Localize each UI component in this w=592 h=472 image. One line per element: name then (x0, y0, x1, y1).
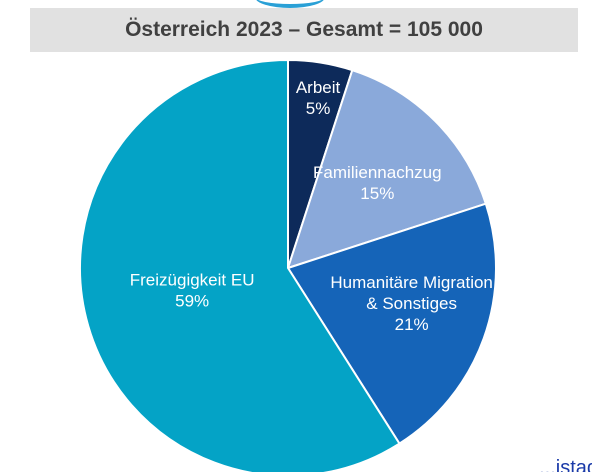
pie-slice-label-3: Humanitäre Migration & Sonstiges 21% (330, 273, 493, 334)
chart-title: Österreich 2023 – Gesamt = 105 000 (125, 18, 483, 41)
title-bar: Österreich 2023 – Gesamt = 105 000 (30, 8, 578, 52)
slice-category-label: & Sonstiges (366, 294, 457, 313)
slice-category-label: Humanitäre Migration (330, 273, 493, 292)
pie-slice-label-1: Arbeit 5% (296, 78, 341, 118)
pie-slice-label-4: Freizügigkeit EU 59% (130, 271, 255, 311)
corner-text-fragment: ...istad (539, 457, 592, 472)
pie-slice-2 (286, 68, 488, 270)
pie-slice-label-2: Familiennachzug 15% (313, 163, 442, 203)
slice-category-label: Familiennachzug (313, 163, 442, 182)
decorative-arc (255, 0, 325, 8)
slice-category-label: Freizügigkeit EU (130, 271, 255, 290)
slice-value-label: 5% (306, 99, 331, 118)
slice-value-label: 21% (395, 315, 429, 334)
slice-value-label: 15% (360, 184, 394, 203)
slice-category-label: Arbeit (296, 78, 341, 97)
slice-value-label: 59% (175, 292, 209, 311)
pie-slice-4 (79, 58, 401, 472)
pie-slice-3 (286, 202, 497, 446)
